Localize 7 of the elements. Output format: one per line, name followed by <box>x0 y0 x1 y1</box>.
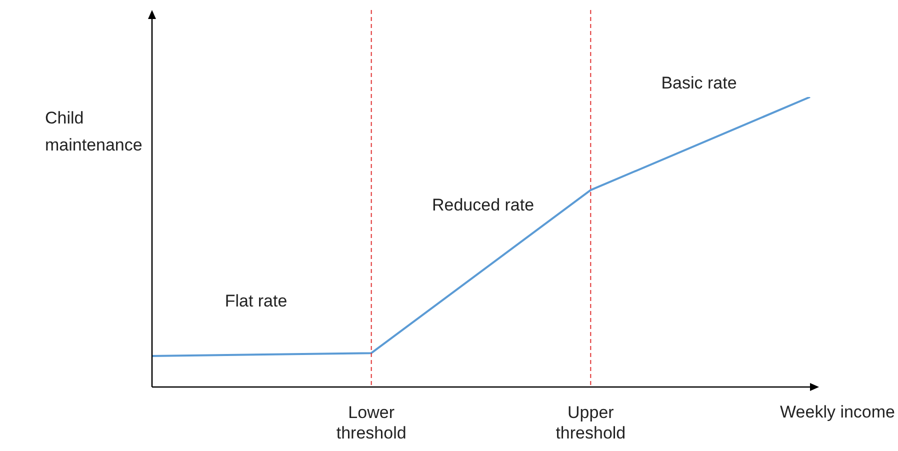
annotation: Reduced rate <box>432 196 534 215</box>
annotation: Flat rate <box>224 292 288 311</box>
x-tick-label: Lower threshold <box>336 402 406 442</box>
x-axis-title: Weekly income <box>780 402 895 422</box>
y-axis-title: Child maintenance <box>45 108 142 155</box>
text: Basic rate <box>661 74 737 93</box>
x-tick-label: Upper threshold <box>556 402 626 442</box>
